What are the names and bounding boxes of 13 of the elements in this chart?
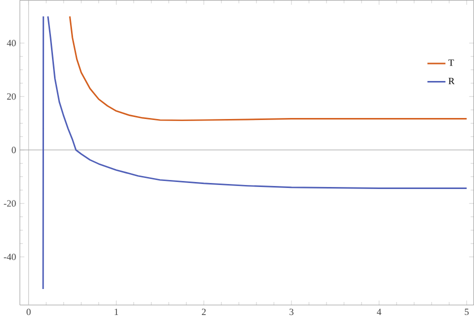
x-tick-label: 1: [114, 308, 118, 316]
x-tick-label: 0: [26, 308, 31, 316]
legend-label: R: [448, 78, 455, 84]
y-tick-label: -40: [4, 254, 16, 260]
y-tick-label: 40: [6, 40, 16, 46]
legend-label: T: [448, 60, 454, 66]
x-tick-label: 5: [464, 308, 469, 316]
x-tick-label: 3: [290, 308, 294, 316]
y-tick-label: 20: [7, 94, 16, 100]
x-tick-label: 2: [202, 308, 206, 316]
x-tick-label: 4: [376, 308, 382, 316]
y-tick-label: 0: [12, 146, 16, 154]
y-tick-label: -20: [4, 200, 16, 207]
